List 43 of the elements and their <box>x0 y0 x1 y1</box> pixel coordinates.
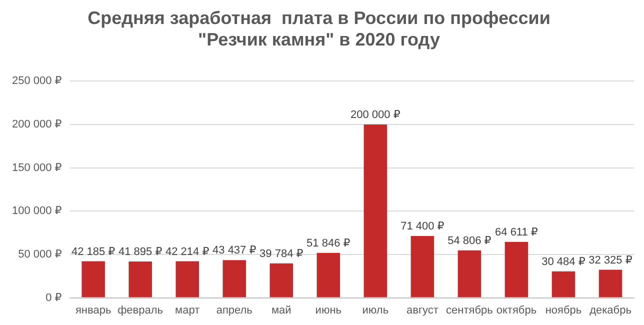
bar <box>598 270 622 298</box>
bar <box>364 124 388 298</box>
bar <box>316 252 340 298</box>
data-label: 39 784 ₽ <box>260 248 304 260</box>
data-label: 43 437 ₽ <box>212 244 256 257</box>
y-tick-label: 150 000 ₽ <box>12 162 62 174</box>
data-label: 71 400 ₽ <box>400 220 444 232</box>
x-tick-label: декабрь <box>590 304 632 316</box>
bar <box>410 236 434 298</box>
y-tick-label: 100 000 ₽ <box>12 205 62 218</box>
data-label: 54 806 ₽ <box>448 234 492 247</box>
bar <box>504 242 528 298</box>
bar <box>222 260 246 298</box>
data-label: 41 895 ₽ <box>118 246 162 258</box>
bar <box>270 263 294 298</box>
bar <box>128 262 152 298</box>
data-label: 32 325 ₽ <box>588 254 632 266</box>
x-tick-label: сентябрь <box>446 304 494 316</box>
chart-title: Средняя заработная плата в России по профессии "Резчик камня" в 2020 году <box>88 8 550 50</box>
data-label: 64 611 ₽ <box>495 226 538 238</box>
x-tick-label: октябрь <box>496 304 537 316</box>
x-tick-label: январь <box>75 304 112 316</box>
bar <box>82 261 105 298</box>
data-label: 30 484 ₽ <box>542 256 586 268</box>
bar <box>552 271 576 298</box>
y-tick-label: 50 000 ₽ <box>18 248 62 261</box>
y-tick-label: 250 000 ₽ <box>12 75 62 88</box>
x-tick-label: ноябрь <box>545 304 582 316</box>
bar <box>176 261 199 298</box>
x-tick-label: февраль <box>118 304 164 316</box>
y-tick-label: 0 ₽ <box>46 292 62 304</box>
data-label: 51 846 ₽ <box>306 237 350 250</box>
x-tick-label: апрель <box>216 304 253 316</box>
data-label: 200 000 ₽ <box>350 109 400 122</box>
data-label: 42 185 ₽ <box>71 246 116 258</box>
x-tick-label: август <box>406 304 438 316</box>
x-tick-label: июль <box>362 304 389 316</box>
y-tick-label: 200 000 ₽ <box>12 118 62 131</box>
data-label: 42 214 ₽ <box>166 246 210 258</box>
bar <box>458 250 482 298</box>
x-tick-label: май <box>271 304 292 316</box>
x-tick-label: март <box>175 304 200 316</box>
x-tick-label: июнь <box>315 304 342 316</box>
